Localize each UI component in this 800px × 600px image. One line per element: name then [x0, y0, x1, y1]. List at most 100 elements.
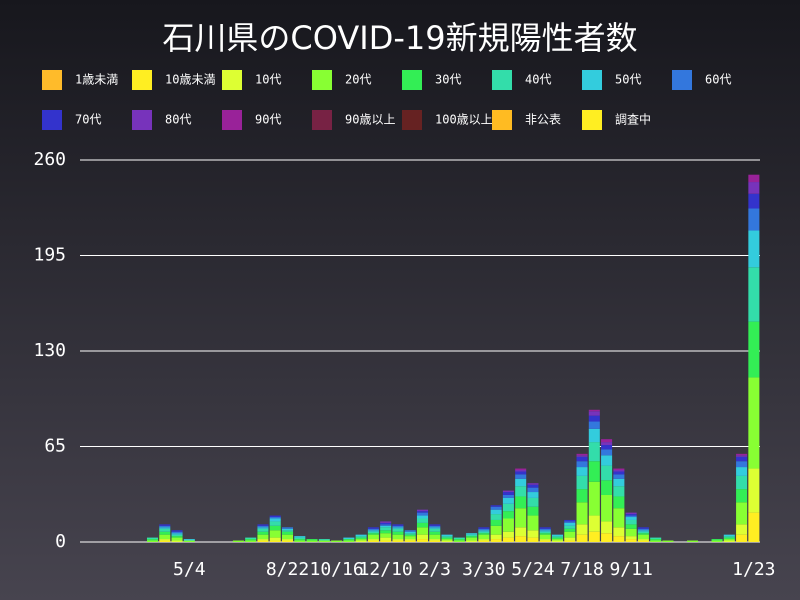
bar-segment [539, 539, 551, 541]
legend-label: 100歳以上 [435, 113, 493, 127]
bar-segment [343, 537, 355, 540]
bar-segment [723, 540, 735, 542]
bar-segment [711, 539, 723, 541]
bar-segment [478, 534, 490, 540]
bar-segment [588, 515, 600, 532]
bar-segment [453, 539, 465, 541]
bar-segment [429, 528, 441, 532]
legend-label: 90歳以上 [345, 113, 395, 127]
bar-segment [515, 527, 527, 537]
bar-segment [576, 489, 588, 503]
bar-segment [380, 540, 392, 542]
bar-segment [613, 471, 625, 475]
y-tick-label: 260 [33, 149, 66, 170]
bar-segment [686, 540, 699, 542]
bar-segment [539, 528, 551, 531]
bar-segment [515, 470, 527, 472]
bar-segment [269, 517, 281, 519]
bar-segment [331, 540, 343, 542]
bar-segment [146, 540, 159, 542]
bar-segment [527, 515, 539, 531]
bar-segment [306, 539, 318, 541]
bar-segment [576, 453, 588, 456]
bar-segment [367, 539, 379, 541]
legend-swatch [132, 110, 152, 130]
bar-segment [281, 540, 294, 542]
bar-segment [613, 478, 625, 487]
bar-segment [416, 522, 429, 528]
bar-segment [171, 537, 183, 541]
bar-segment [613, 508, 625, 528]
bar-segment [527, 487, 539, 493]
bar-segment [429, 531, 441, 535]
chart-title: 石川県のCOVID-19新規陽性者数 [162, 19, 637, 57]
bar-segment [257, 527, 269, 529]
y-tick-label: 0 [55, 531, 66, 552]
bar-segment [367, 534, 379, 540]
bar-segment [613, 470, 625, 472]
bar-segment [601, 442, 613, 446]
x-tick-label: 5/4 [173, 559, 206, 580]
bar-segment [429, 539, 441, 541]
bar-segment [564, 519, 576, 522]
bar-segment [564, 540, 576, 542]
bar-segment [257, 539, 269, 541]
bar-segment [392, 534, 404, 540]
legend-label: 90代 [255, 113, 281, 127]
bar-segment [515, 478, 527, 487]
bar-segment [367, 531, 379, 534]
bar-segment [576, 475, 588, 490]
legend-swatch [492, 70, 512, 90]
bar-segment [281, 534, 294, 540]
bar-segment [355, 539, 367, 541]
legend-label: 50代 [615, 73, 641, 87]
bar-segment [748, 174, 760, 183]
bar-segment [171, 530, 183, 532]
bar-segment [416, 515, 429, 519]
bar-segment [404, 530, 416, 532]
bar-segment [159, 527, 171, 529]
legend-swatch [312, 110, 332, 130]
bar-segment [502, 497, 514, 504]
bar-segment [416, 509, 429, 512]
bar-segment [502, 494, 514, 498]
bar-segment [613, 496, 625, 509]
x-tick-label: 2/3 [419, 559, 452, 580]
bar-segment [723, 534, 735, 537]
bar-segment [527, 492, 539, 498]
bar-segment [490, 514, 502, 520]
bar-segment [429, 527, 441, 529]
legend-label: 80代 [165, 113, 191, 127]
bar-segment [490, 534, 502, 540]
bar-segment [588, 409, 600, 412]
bar-segment [380, 533, 392, 538]
bar-segment [736, 456, 748, 462]
bar-segment [183, 539, 195, 541]
bar-segment [245, 540, 257, 542]
bar-segment [269, 515, 281, 518]
bar-segment [441, 537, 453, 540]
bar-segment [576, 455, 588, 457]
bar-segment [601, 480, 613, 495]
bar-segment [269, 525, 281, 531]
bar-segment [392, 540, 404, 542]
bar-segment [257, 534, 269, 540]
bar-segment [502, 503, 514, 512]
bar-segment [478, 530, 490, 532]
bar-segment [539, 527, 551, 529]
legend-label: 20代 [345, 73, 371, 87]
bar-segment [429, 534, 441, 540]
bar-segment [355, 537, 367, 540]
bar-segment [159, 540, 171, 542]
legend-label: 60代 [705, 73, 731, 87]
bar-segment [490, 519, 502, 526]
bar-segment [466, 533, 478, 535]
bar-segment [159, 525, 171, 528]
bar-segment [306, 540, 318, 542]
bar-segment [748, 182, 760, 194]
bar-segment [429, 524, 441, 526]
bar-segment [355, 534, 367, 537]
bar-segment [588, 531, 600, 542]
x-tick-label: 8/22 [266, 559, 309, 580]
bar-segment [245, 537, 257, 540]
